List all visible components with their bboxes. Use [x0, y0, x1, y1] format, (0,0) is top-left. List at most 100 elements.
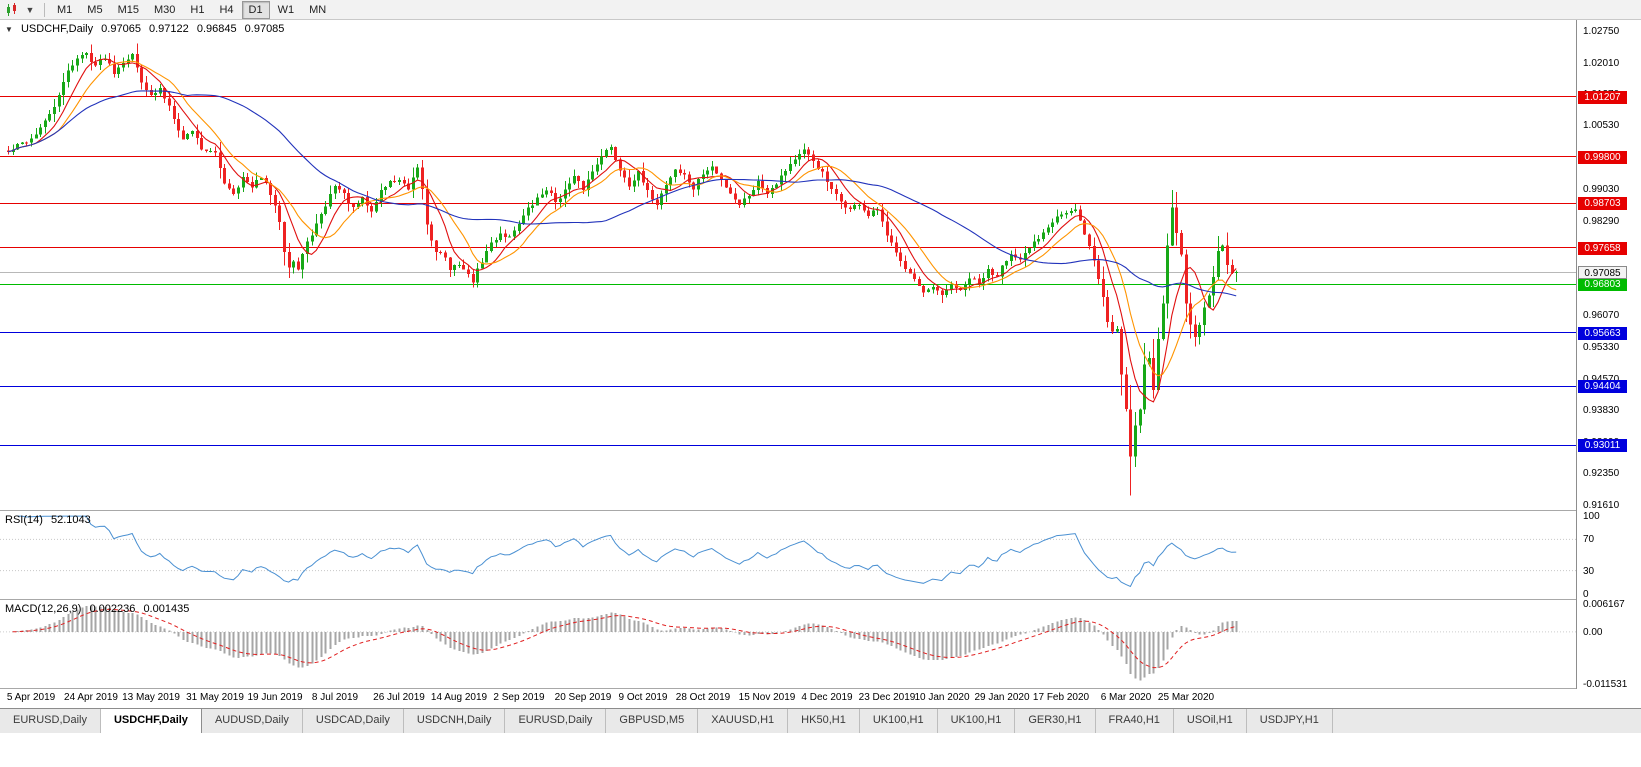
date-label: 5 Apr 2019	[6, 692, 56, 703]
macd-indicator-canvas[interactable]	[0, 600, 1576, 688]
price-tick-label: 1.00530	[1583, 120, 1620, 132]
tab-audusd-daily[interactable]: AUDUSD,Daily	[202, 709, 303, 733]
price-tick-label: 0.99030	[1583, 184, 1620, 196]
timeframe-button-d1[interactable]: D1	[241, 0, 270, 19]
rsi-tick-label: 70	[1583, 534, 1595, 546]
candlestick-chart-glyph	[7, 2, 16, 16]
toolbar-separator	[44, 2, 45, 17]
rsi-tick-label: 0	[1583, 589, 1589, 600]
hline-price-box: 0.99800	[1578, 150, 1627, 164]
hline-price-box: 0.97658	[1578, 241, 1627, 255]
timeframe-button-h4[interactable]: H4	[219, 3, 234, 16]
panel-resize-separator[interactable]	[0, 599, 1641, 600]
hline-price-box: 0.94404	[1578, 380, 1627, 394]
chart-high-value: 0.97122	[149, 23, 189, 35]
chart-ohlc-label: ▼ USDCHF,Daily 0.97065 0.97122 0.96845 0…	[5, 23, 289, 35]
date-label: 28 Oct 2019	[675, 692, 731, 703]
timeframe-button-m15[interactable]: M15	[117, 3, 139, 16]
time-axis[interactable]: 5 Apr 2019 24 Apr 2019 13 May 2019 31 May 2…	[0, 689, 1641, 708]
hline-price-box: 1.01207	[1578, 90, 1627, 104]
panel-resize-separator[interactable]	[0, 510, 1641, 511]
tab-usdcnh-daily[interactable]: USDCNH,Daily	[404, 709, 506, 733]
tab-uk100-h1[interactable]: UK100,H1	[938, 709, 1016, 733]
price-tick-label: 0.98290	[1583, 215, 1620, 227]
timeframe-button-h1[interactable]: H1	[190, 3, 205, 16]
horizontal-lines-layer	[0, 96, 1576, 446]
date-label: 23 Dec 2019	[858, 692, 916, 703]
date-label: 13 May 2019	[122, 692, 180, 703]
rsi-label: RSI(14) 52.1043	[5, 514, 96, 526]
chart-symbol-period: USDCHF,Daily	[20, 23, 94, 35]
rsi-tick-label: 100	[1583, 511, 1600, 522]
tab-usoil-h1[interactable]: USOil,H1	[1174, 709, 1247, 733]
chart-low-value: 0.96845	[196, 23, 237, 35]
bottom-space	[0, 732, 1641, 767]
macd-label: MACD(12,26,9) 0.002236 0.001435	[5, 603, 194, 615]
macd-tick-label: 0.006167	[1583, 599, 1625, 610]
date-label: 15 Nov 2019	[738, 692, 796, 703]
timeframe-button-w1[interactable]: W1	[277, 3, 295, 16]
hline-price-box: 0.96803	[1578, 278, 1627, 291]
chart-open-value: 0.97065	[101, 23, 141, 35]
tab-uk100-h1[interactable]: UK100,H1	[860, 709, 938, 733]
hline-price-box: 0.95663	[1578, 326, 1627, 340]
chart-type-icon[interactable]	[3, 2, 21, 18]
tab-xauusd-h1[interactable]: XAUUSD,H1	[698, 709, 789, 733]
chart-menu-icon[interactable]: ▼	[5, 25, 13, 34]
price-tick-label: 0.93830	[1583, 405, 1620, 417]
price-axis[interactable]: 1.027501.020101.012701.005300.997900.990…	[1576, 20, 1641, 690]
toolbar: ▼ M1 M5 M15 M30 H1 H4 D1 W1 MN	[0, 0, 1641, 20]
date-label: 17 Feb 2020	[1032, 692, 1090, 703]
price-tick-label: 0.96070	[1583, 310, 1620, 322]
main-chart-canvas[interactable]	[0, 20, 1576, 510]
tab-ger30-h1[interactable]: GER30,H1	[1015, 709, 1096, 733]
date-label: 8 Jul 2019	[311, 692, 359, 703]
tab-eurusd-daily[interactable]: EURUSD,Daily	[505, 709, 607, 733]
macd-signal-value: 0.001435	[143, 603, 190, 615]
tab-eurusd-daily[interactable]: EURUSD,Daily	[0, 709, 101, 733]
date-label: 9 Oct 2019	[618, 692, 668, 703]
rsi-indicator-canvas[interactable]	[0, 511, 1576, 599]
rsi-tick-label: 30	[1583, 565, 1595, 577]
timeframe-button-m30[interactable]: M30	[153, 3, 176, 16]
macd-main-value: 0.002236	[89, 603, 136, 615]
date-label: 25 Mar 2020	[1157, 692, 1215, 703]
timeframe-button-mn[interactable]: MN	[309, 3, 327, 16]
rsi-indicator-value: 52.1043	[50, 514, 91, 526]
date-label: 6 Mar 2020	[1100, 692, 1152, 703]
moving-average-12-line	[7, 60, 1237, 377]
date-label: 26 Jul 2019	[373, 692, 425, 703]
rsi-line	[17, 515, 1237, 588]
moving-average-40-line	[7, 90, 1237, 297]
tab-usdcad-daily[interactable]: USDCAD,Daily	[303, 709, 404, 733]
hline-price-box: 0.98703	[1578, 197, 1627, 211]
date-label: 19 Jun 2019	[247, 692, 303, 703]
date-label: 29 Jan 2020	[974, 692, 1030, 703]
dropdown-caret-icon[interactable]: ▼	[25, 4, 35, 15]
tab-gbpusd-m5[interactable]: GBPUSD,M5	[606, 709, 699, 733]
timeframe-button-m5[interactable]: M5	[87, 3, 103, 16]
price-tick-label: 0.91610	[1583, 499, 1620, 511]
macd-tick-label: 0.00	[1583, 626, 1603, 638]
price-tick-label: 0.92350	[1583, 468, 1620, 480]
timeframe-button-m1[interactable]: M1	[57, 3, 73, 16]
macd-histogram	[12, 606, 1238, 681]
candles-layer	[7, 43, 1238, 496]
macd-tick-label: -0.011531	[1583, 679, 1628, 690]
price-tick-label: 1.02750	[1583, 26, 1620, 38]
tab-usdjpy-h1[interactable]: USDJPY,H1	[1247, 709, 1333, 733]
panel-resize-separator[interactable]	[0, 688, 1641, 689]
tab-hk50-h1[interactable]: HK50,H1	[788, 709, 860, 733]
chart-close-value: 0.97085	[244, 23, 285, 35]
date-label: 2 Sep 2019	[493, 692, 545, 703]
date-label: 20 Sep 2019	[554, 692, 612, 703]
date-label: 14 Aug 2019	[430, 692, 488, 703]
tab-usdchf-daily[interactable]: USDCHF,Daily	[100, 709, 202, 733]
date-label: 4 Dec 2019	[801, 692, 853, 703]
bid-price-box: 0.97085	[1578, 266, 1627, 280]
date-label: 31 May 2019	[186, 692, 244, 703]
tab-fra40-h1[interactable]: FRA40,H1	[1096, 709, 1174, 733]
chart-tabs-bar: EURUSD,Daily USDCHF,Daily AUDUSD,Daily USDC…	[0, 708, 1641, 733]
moving-average-7-line	[7, 58, 1237, 403]
macd-signal-line	[12, 608, 1237, 669]
